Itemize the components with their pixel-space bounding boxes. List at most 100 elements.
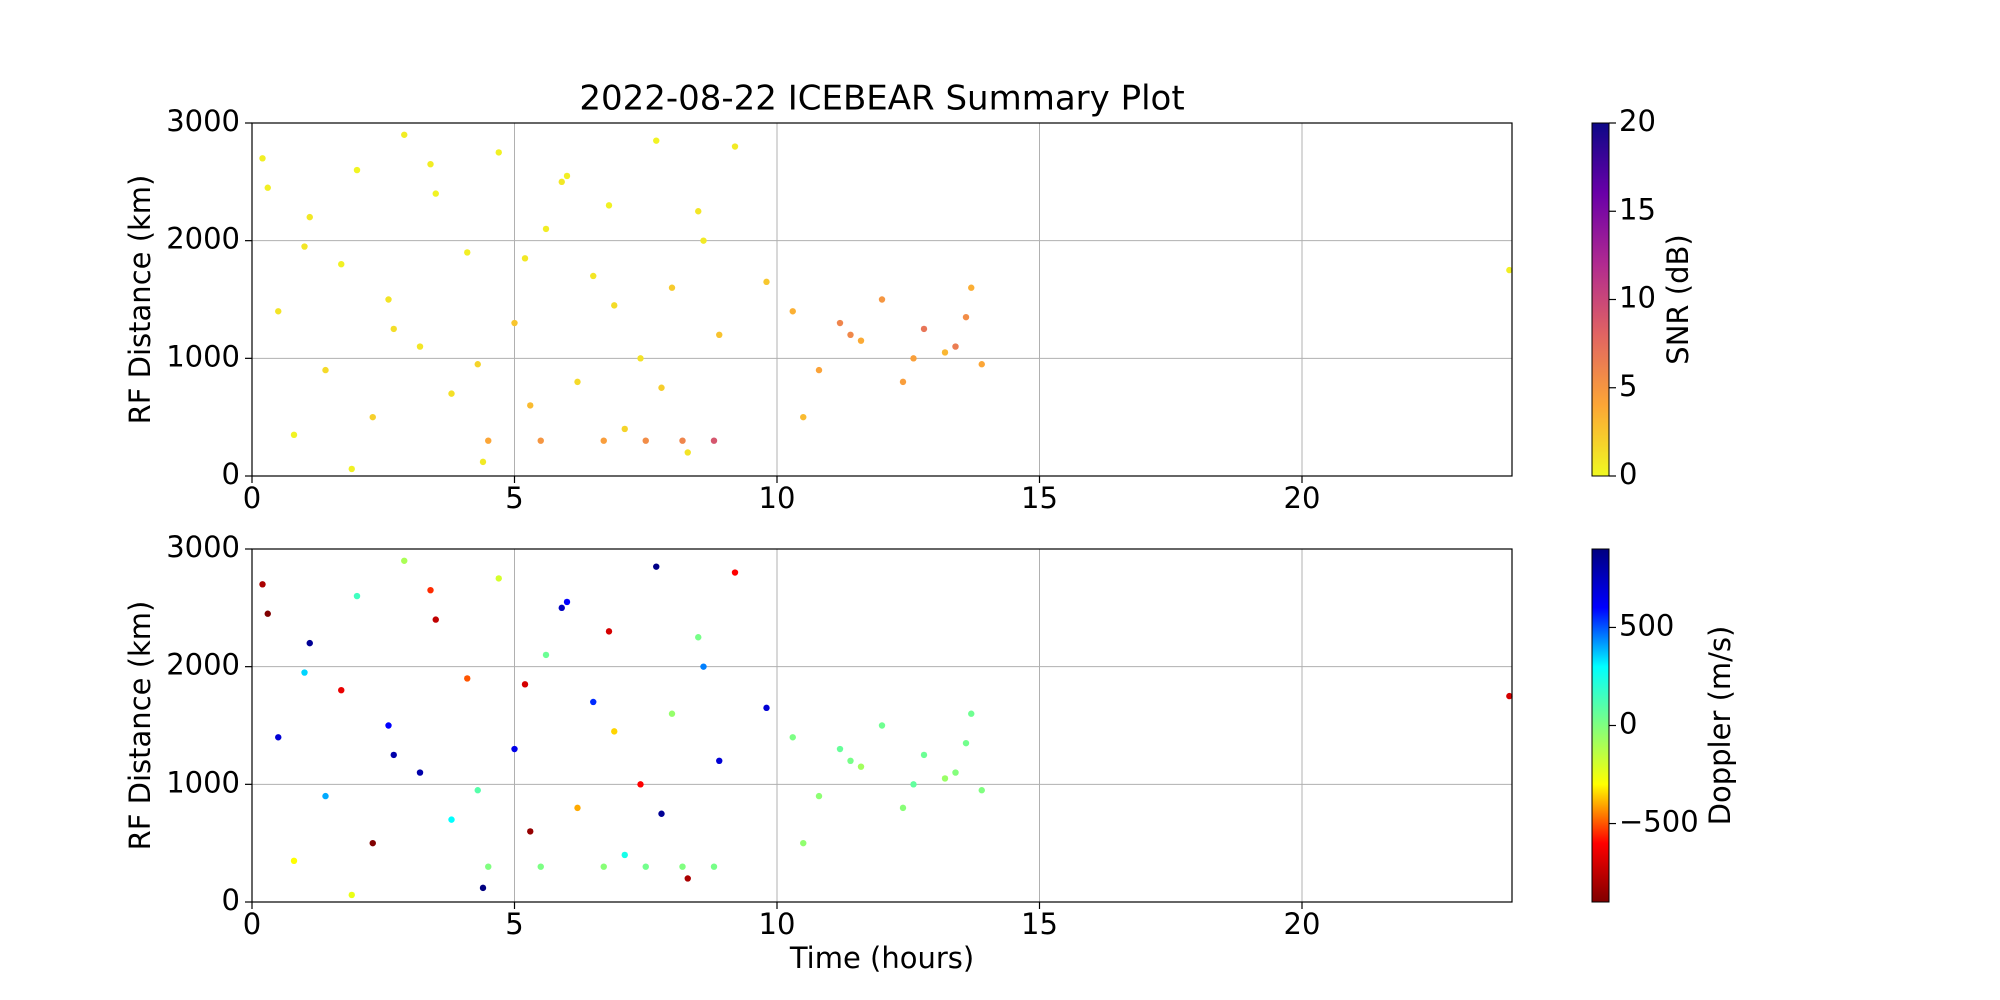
point [679,863,686,870]
point [275,734,282,741]
point [978,787,985,794]
point [527,402,534,409]
x-tick-label: 10 [759,907,796,941]
point [338,687,345,694]
x-tick-label: 0 [243,907,261,941]
point [941,349,949,356]
point [485,863,492,870]
point [700,237,707,244]
point [369,839,376,847]
point [322,792,329,800]
point [527,828,534,835]
x-axis-label: Time (hours) [789,941,974,975]
y-tick-label: 2000 [166,648,240,682]
point [962,313,970,321]
point [920,751,928,759]
point [731,143,739,150]
point [574,804,581,812]
point [968,710,975,717]
point [479,458,487,466]
point [1506,692,1513,700]
point [338,261,345,268]
x-tick-label: 15 [1021,907,1058,941]
point [952,343,959,350]
point [558,178,565,186]
point [537,863,544,870]
point [464,675,471,682]
point [495,149,502,156]
point [695,634,702,641]
x-tick-label: 10 [759,481,796,515]
colorbar [1591,122,1610,477]
point [306,639,313,647]
point [390,751,397,759]
point [878,296,886,303]
point [416,769,424,776]
point [275,308,282,315]
point [763,704,770,712]
point [941,775,949,782]
point [353,592,361,600]
point [511,745,518,753]
point [348,465,355,473]
point [731,569,739,576]
point [710,437,718,444]
point [401,557,408,564]
point [716,757,723,764]
point [474,361,481,368]
point [1506,266,1513,274]
point [653,137,660,144]
point [952,769,959,776]
point [474,787,481,794]
point [432,616,439,623]
point [815,792,823,800]
point [847,757,854,764]
point [306,213,313,221]
point [847,331,854,338]
point [836,319,844,327]
point [611,728,618,735]
point [301,669,308,676]
point [427,586,434,594]
point [684,875,691,882]
y-tick-label: 3000 [166,104,240,138]
point [611,302,618,309]
point [800,413,807,421]
colorbar-tick-label: 0 [1619,707,1637,741]
point [353,166,361,174]
point [348,891,355,899]
point [563,598,571,606]
colorbar-tick-label: 10 [1619,281,1656,315]
point [637,781,644,788]
point [899,378,907,386]
point [479,884,487,892]
point [605,628,613,635]
point [763,278,770,286]
point [910,781,917,788]
point [416,343,424,350]
point [259,155,266,162]
point [899,804,907,812]
point [264,184,271,191]
point [910,355,917,362]
colorbar-tick-label: 500 [1619,608,1674,642]
chart-title: 2022-08-22 ICEBEAR Summary Plot [579,79,1184,119]
point [390,325,397,333]
point [642,437,649,444]
point [658,384,665,391]
point [511,319,518,327]
x-tick-label: 15 [1021,481,1058,515]
point [600,437,607,444]
colorbar-tick-label: 5 [1619,369,1637,403]
x-tick-label: 0 [243,481,261,515]
point [710,863,718,870]
point [558,604,565,612]
point [700,663,707,670]
point [432,190,439,197]
point [537,437,544,444]
x-tick-label: 20 [1284,907,1321,941]
point [978,361,985,368]
point [322,366,329,374]
